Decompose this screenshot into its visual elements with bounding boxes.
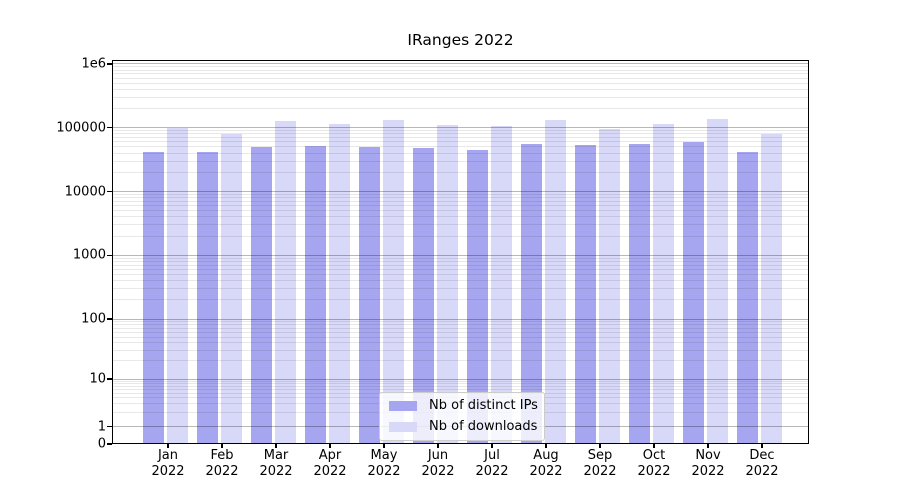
y-tick (107, 63, 112, 65)
x-tick-label: Nov 2022 (691, 448, 725, 479)
y-tick-label: 1 (97, 419, 106, 434)
x-tick-label: Feb 2022 (205, 448, 239, 479)
x-tick-label: Jun 2022 (421, 448, 455, 479)
y-tick (107, 378, 112, 380)
x-tick-label: Apr 2022 (313, 448, 347, 479)
y-tick-label: 1e6 (81, 56, 106, 72)
x-tick (437, 444, 439, 448)
legend-item-distinct-ips: Nb of distinct IPs (389, 398, 538, 413)
x-tick (329, 444, 331, 448)
bar-nb-of-downloads-may-2022 (383, 119, 404, 444)
bar-nb-of-downloads-jan-2022 (167, 127, 188, 444)
y-tick-label: 10 (89, 371, 106, 387)
bar-nb-of-downloads-sep-2022 (599, 128, 620, 444)
x-tick (275, 444, 277, 448)
x-tick-label: Aug 2022 (529, 448, 563, 479)
x-tick (221, 444, 223, 448)
bar-nb-of-downloads-dec-2022 (761, 133, 782, 444)
bar-nb-of-distinct-ips-dec-2022 (737, 152, 758, 444)
legend-swatch-distinct-ips (389, 401, 417, 411)
bar-nb-of-distinct-ips-nov-2022 (683, 141, 704, 444)
y-tick (107, 443, 112, 445)
legend-label-downloads: Nb of downloads (429, 419, 538, 434)
x-tick-label: Jul 2022 (475, 448, 509, 479)
x-tick (599, 444, 601, 448)
bar-nb-of-distinct-ips-jan-2022 (143, 152, 164, 444)
y-tick-label: 1000 (72, 247, 106, 263)
x-tick-label: Sep 2022 (583, 448, 617, 479)
bar-nb-of-distinct-ips-oct-2022 (629, 144, 650, 444)
x-tick (167, 444, 169, 448)
x-tick-label: Oct 2022 (637, 448, 671, 479)
bar-nb-of-distinct-ips-jun-2022 (413, 148, 434, 444)
legend-item-downloads: Nb of downloads (389, 419, 538, 434)
x-tick-label: Mar 2022 (259, 448, 293, 479)
x-tick-label: May 2022 (367, 448, 401, 479)
x-tick-label: Dec 2022 (745, 448, 779, 479)
x-tick (707, 444, 709, 448)
bar-nb-of-distinct-ips-apr-2022 (305, 146, 326, 444)
bar-nb-of-distinct-ips-mar-2022 (251, 146, 272, 444)
chart-title: IRanges 2022 (407, 31, 514, 49)
legend-label-distinct-ips: Nb of distinct IPs (429, 398, 538, 413)
bar-nb-of-distinct-ips-aug-2022 (521, 144, 542, 444)
bar-nb-of-downloads-mar-2022 (275, 121, 296, 444)
plot-area (112, 60, 809, 444)
y-tick-label: 100 (81, 311, 106, 327)
x-tick (491, 444, 493, 448)
x-tick (545, 444, 547, 448)
bar-nb-of-distinct-ips-may-2022 (359, 147, 380, 444)
bar-nb-of-downloads-oct-2022 (653, 123, 674, 444)
x-tick (383, 444, 385, 448)
y-tick-label: 0 (97, 436, 106, 452)
bar-nb-of-downloads-jul-2022 (491, 125, 512, 444)
x-tick (761, 444, 763, 448)
x-tick-label: Jan 2022 (151, 448, 185, 479)
y-tick (107, 190, 112, 193)
bar-nb-of-distinct-ips-jul-2022 (467, 150, 488, 444)
y-tick (107, 318, 112, 320)
bar-nb-of-distinct-ips-sep-2022 (575, 145, 596, 444)
y-tick (107, 254, 112, 257)
y-tick-label: 10000 (64, 184, 106, 199)
legend-swatch-downloads (389, 422, 417, 432)
y-tick (107, 126, 112, 129)
bar-nb-of-downloads-feb-2022 (221, 134, 242, 444)
bar-nb-of-downloads-jun-2022 (437, 125, 458, 444)
bar-nb-of-downloads-aug-2022 (545, 120, 566, 444)
y-tick (107, 425, 112, 428)
bar-nb-of-downloads-nov-2022 (707, 119, 728, 444)
legend: Nb of distinct IPs Nb of downloads (379, 392, 545, 441)
y-tick-label: 100000 (56, 120, 106, 136)
x-tick (653, 444, 655, 448)
bars-layer (112, 60, 809, 444)
bar-nb-of-downloads-apr-2022 (329, 124, 350, 444)
bar-nb-of-distinct-ips-feb-2022 (197, 152, 218, 444)
